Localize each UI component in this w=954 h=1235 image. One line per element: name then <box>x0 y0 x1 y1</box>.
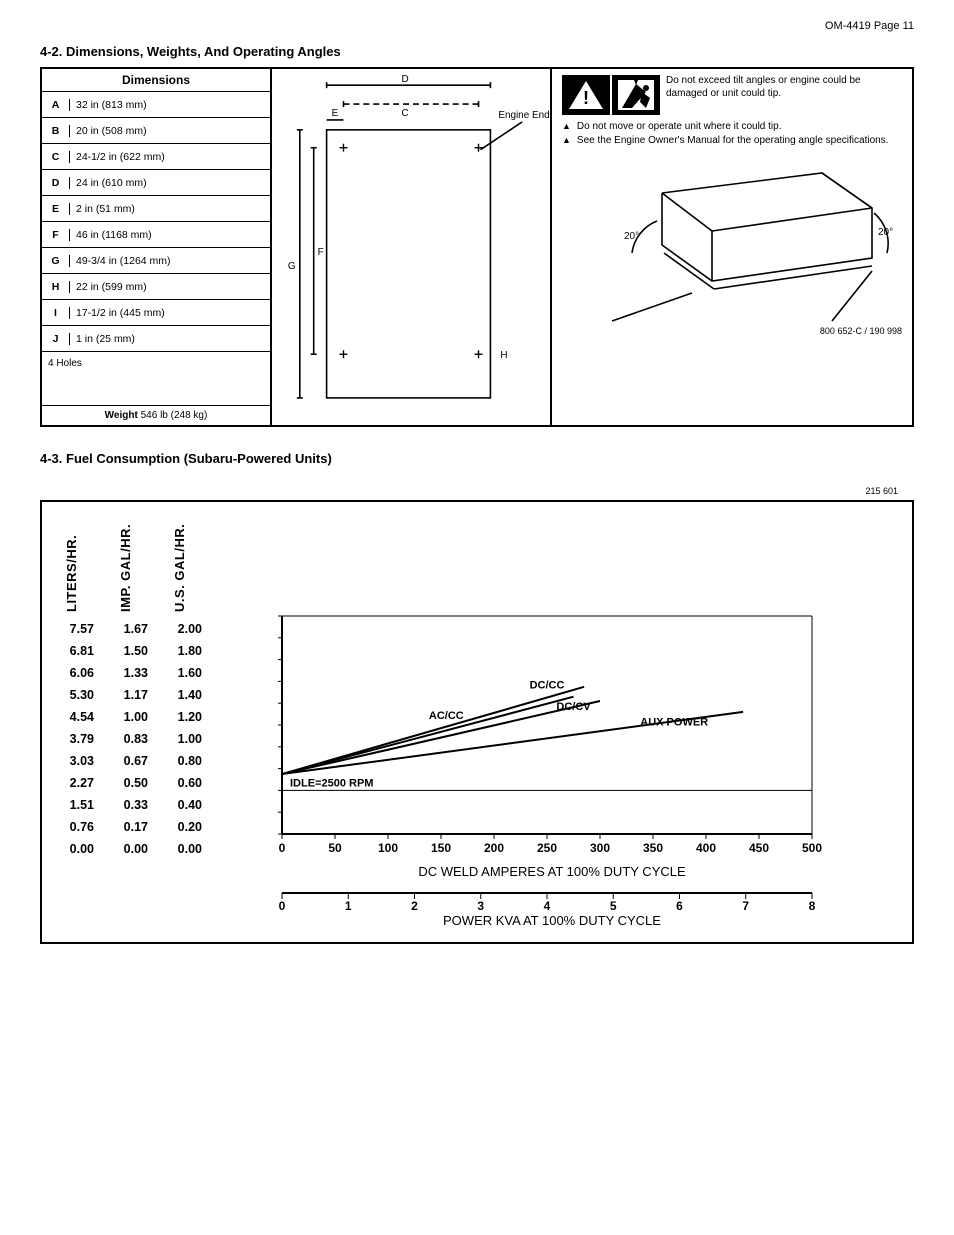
fuel-y-column: IMP. GAL/HR.1.671.501.331.171.000.830.67… <box>102 516 148 928</box>
fuel-ref: 215 601 <box>865 486 898 496</box>
svg-text:6: 6 <box>676 899 683 911</box>
weight-row: Weight 546 lb (248 kg) <box>42 405 270 425</box>
fuel-consumption-panel: 215 601 LITERS/HR.7.576.816.065.304.543.… <box>40 500 914 944</box>
section-title-dimensions: 4-2. Dimensions, Weights, And Operating … <box>40 44 914 59</box>
fuel-y-columns: LITERS/HR.7.576.816.065.304.543.793.032.… <box>48 516 202 928</box>
svg-text:50: 50 <box>328 841 342 855</box>
svg-text:20°: 20° <box>624 231 639 242</box>
svg-text:250: 250 <box>537 841 557 855</box>
mounting-diagram: D C E G F Engine End H <box>272 69 552 425</box>
svg-text:350: 350 <box>643 841 663 855</box>
mounting-svg: D C E G F Engine End H <box>272 69 550 425</box>
dimensions-rows: A32 in (813 mm)B20 in (508 mm)C24-1/2 in… <box>42 92 270 352</box>
svg-text:!: ! <box>583 88 589 108</box>
svg-text:Engine End: Engine End <box>498 110 549 121</box>
warning-lead: Do not exceed tilt angles or engine coul… <box>666 75 902 100</box>
amperes-axis-label: DC WELD AMPERES AT 100% DUTY CYCLE <box>206 864 898 879</box>
section-title-fuel: 4-3. Fuel Consumption (Subaru-Powered Un… <box>40 451 914 466</box>
caution-icon: ! <box>562 75 610 115</box>
svg-text:D: D <box>401 74 408 85</box>
svg-text:500: 500 <box>802 841 822 855</box>
dimension-row: F46 in (1168 mm) <box>42 222 270 248</box>
warning-icons: ! <box>562 75 660 115</box>
warning-bullet: ▲Do not move or operate unit where it co… <box>562 121 902 132</box>
svg-text:E: E <box>332 108 339 119</box>
svg-text:20°: 20° <box>878 227 893 238</box>
dimension-row: E2 in (51 mm) <box>42 196 270 222</box>
svg-text:450: 450 <box>749 841 769 855</box>
dimension-row: C24-1/2 in (622 mm) <box>42 144 270 170</box>
svg-text:4: 4 <box>544 899 551 911</box>
tip-hazard-icon <box>612 75 660 115</box>
dimensions-header: Dimensions <box>42 69 270 92</box>
svg-text:H: H <box>500 350 507 361</box>
fuel-chart-svg: 0 50 100 150 200 250 300 350 400 450 500 IDLE=2500 … <box>206 612 898 862</box>
svg-text:200: 200 <box>484 841 504 855</box>
dimensions-panel: Dimensions A32 in (813 mm)B20 in (508 mm… <box>40 67 914 427</box>
dimension-row: H22 in (599 mm) <box>42 274 270 300</box>
svg-text:300: 300 <box>590 841 610 855</box>
svg-text:DC/CV: DC/CV <box>556 701 591 713</box>
dimension-row: G49-3/4 in (1264 mm) <box>42 248 270 274</box>
tilt-diagram: 20° 20° <box>562 153 902 323</box>
dimension-row: A32 in (813 mm) <box>42 92 270 118</box>
svg-text:2: 2 <box>411 899 418 911</box>
dimension-row: D24 in (610 mm) <box>42 170 270 196</box>
tilt-warning-column: ! Do not exceed tilt angles or engine co… <box>552 69 912 425</box>
warning-bullet: ▲See the Engine Owner's Manual for the o… <box>562 135 902 146</box>
svg-text:8: 8 <box>809 899 816 911</box>
svg-text:AC/CC: AC/CC <box>429 710 464 722</box>
svg-text:DC/CC: DC/CC <box>530 679 565 691</box>
svg-text:F: F <box>318 247 324 258</box>
svg-text:7: 7 <box>742 899 749 911</box>
svg-text:100: 100 <box>378 841 398 855</box>
dimension-row: I17-1/2 in (445 mm) <box>42 300 270 326</box>
svg-text:150: 150 <box>431 841 451 855</box>
fuel-y-column: LITERS/HR.7.576.816.065.304.543.793.032.… <box>48 516 94 928</box>
svg-text:400: 400 <box>696 841 716 855</box>
svg-text:G: G <box>288 261 296 272</box>
fuel-chart: 050100150200250300350400450500IDLE=2500 … <box>202 516 898 928</box>
svg-text:AUX POWER: AUX POWER <box>640 716 708 728</box>
kva-axis: 0 1 2 3 4 5 6 7 8 <box>206 889 898 911</box>
hole-note: 4 Holes <box>42 352 270 405</box>
svg-text:IDLE=2500 RPM: IDLE=2500 RPM <box>290 777 373 789</box>
svg-text:5: 5 <box>610 899 617 911</box>
svg-text:3: 3 <box>477 899 484 911</box>
fuel-y-column: U.S. GAL/HR.2.001.801.601.401.201.000.80… <box>156 516 202 928</box>
svg-text:0: 0 <box>279 841 286 855</box>
svg-text:C: C <box>401 108 408 119</box>
svg-text:1: 1 <box>345 899 352 911</box>
left-ref: 800 652-C / 190 998 <box>562 326 902 336</box>
svg-text:0: 0 <box>279 899 286 911</box>
dimension-row: B20 in (508 mm) <box>42 118 270 144</box>
kva-axis-label: POWER KVA AT 100% DUTY CYCLE <box>206 913 898 928</box>
dimension-row: J1 in (25 mm) <box>42 326 270 352</box>
dimensions-table: Dimensions A32 in (813 mm)B20 in (508 mm… <box>42 69 272 425</box>
om-ref: OM-4419 Page 11 <box>40 20 914 32</box>
